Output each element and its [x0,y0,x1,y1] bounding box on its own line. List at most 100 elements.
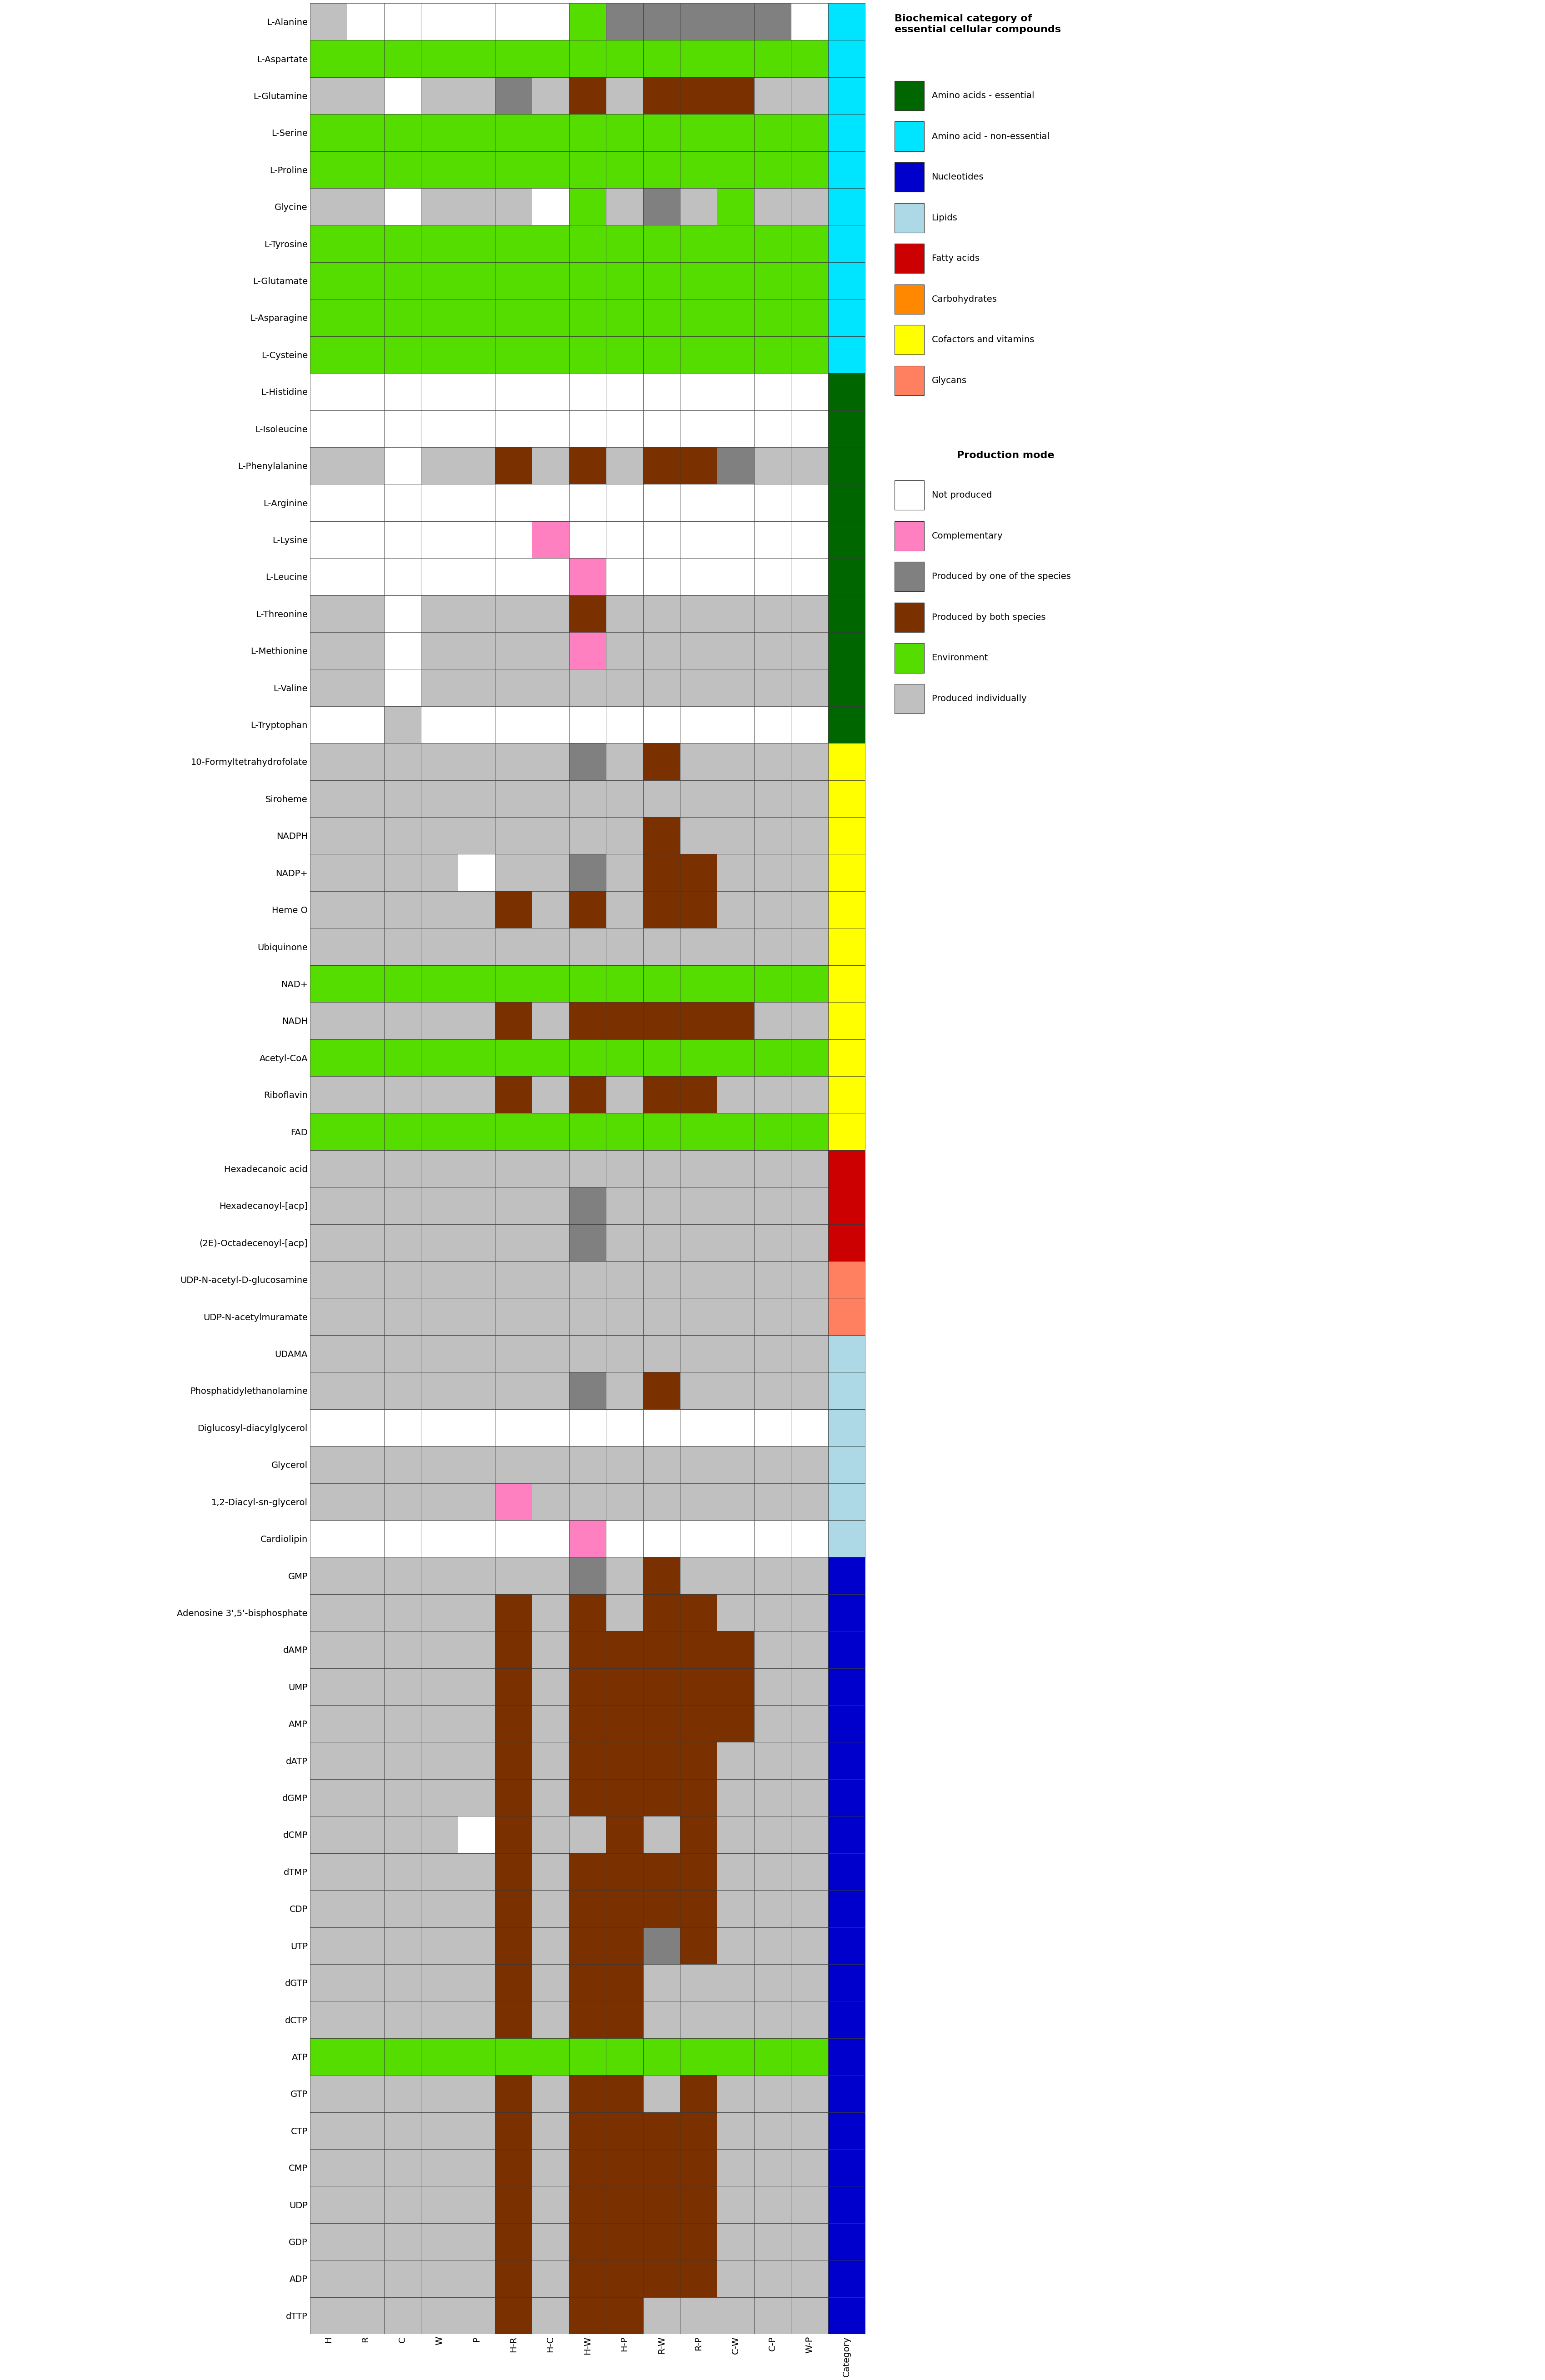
Bar [494,2037,531,2075]
Bar [311,1780,348,1816]
Bar [383,2297,420,2335]
Bar [348,2297,383,2335]
Bar [717,40,754,76]
Bar [383,1261,420,1297]
Bar [717,76,754,114]
Bar [531,781,569,816]
Bar [791,1373,828,1409]
Bar [569,1780,606,1816]
Bar [531,890,569,928]
Bar [828,928,865,966]
Bar [531,1040,569,1076]
Bar [457,707,494,743]
Bar [311,2261,348,2297]
Bar [754,633,791,669]
Bar [895,81,924,109]
Bar [754,1630,791,1668]
Bar [420,226,457,262]
Bar [754,76,791,114]
Bar [569,188,606,226]
Bar [531,1816,569,1854]
Bar [311,1928,348,1963]
Bar [457,521,494,559]
Bar [828,521,865,559]
Bar [895,521,924,550]
Bar [643,262,680,300]
Bar [383,1928,420,1963]
Bar [643,1816,680,1854]
Bar [828,1742,865,1780]
Bar [420,781,457,816]
Bar [680,2187,717,2223]
Bar [569,2,606,40]
Bar [531,1483,569,1521]
Bar [420,483,457,521]
Bar [348,1076,383,1114]
Bar [828,409,865,447]
Bar [420,40,457,76]
Bar [606,2297,643,2335]
Bar [420,1040,457,1076]
Bar [531,262,569,300]
Bar [494,595,531,633]
Bar [569,2261,606,2297]
Bar [569,1373,606,1409]
Bar [828,559,865,595]
Bar [754,966,791,1002]
Bar [828,114,865,152]
Bar [754,1297,791,1335]
Bar [531,2075,569,2111]
Bar [420,1297,457,1335]
Bar [828,966,865,1002]
Bar [717,1188,754,1223]
Bar [531,1150,569,1188]
Bar [828,1816,865,1854]
Bar [494,262,531,300]
Bar [383,1963,420,2002]
Bar [895,243,924,274]
Bar [311,1854,348,1890]
Bar [569,2187,606,2223]
Bar [383,447,420,483]
Bar [494,483,531,521]
Bar [754,300,791,336]
Bar [311,76,348,114]
Bar [420,1150,457,1188]
Bar [680,2,717,40]
Bar [680,1040,717,1076]
Bar [717,2111,754,2149]
Bar [680,409,717,447]
Bar [606,1742,643,1780]
Bar [717,447,754,483]
Bar [791,1335,828,1373]
Bar [569,1040,606,1076]
Bar [348,226,383,262]
Bar [569,1076,606,1114]
Bar [606,1816,643,1854]
Bar [457,816,494,854]
Bar [383,781,420,816]
Bar [383,1373,420,1409]
Bar [494,1188,531,1223]
Bar [606,262,643,300]
Bar [717,1261,754,1297]
Bar [569,2297,606,2335]
Bar [383,1297,420,1335]
Bar [680,2149,717,2187]
Bar [606,1595,643,1630]
Bar [311,816,348,854]
Bar [895,162,924,193]
Bar [420,409,457,447]
Bar [569,816,606,854]
Bar [895,283,924,314]
Bar [420,2223,457,2261]
Bar [569,1854,606,1890]
Bar [311,1963,348,2002]
Bar [311,2037,348,2075]
Bar [680,2111,717,2149]
Bar [420,633,457,669]
Bar [680,521,717,559]
Bar [680,1928,717,1963]
Bar [531,1223,569,1261]
Bar [531,1447,569,1483]
